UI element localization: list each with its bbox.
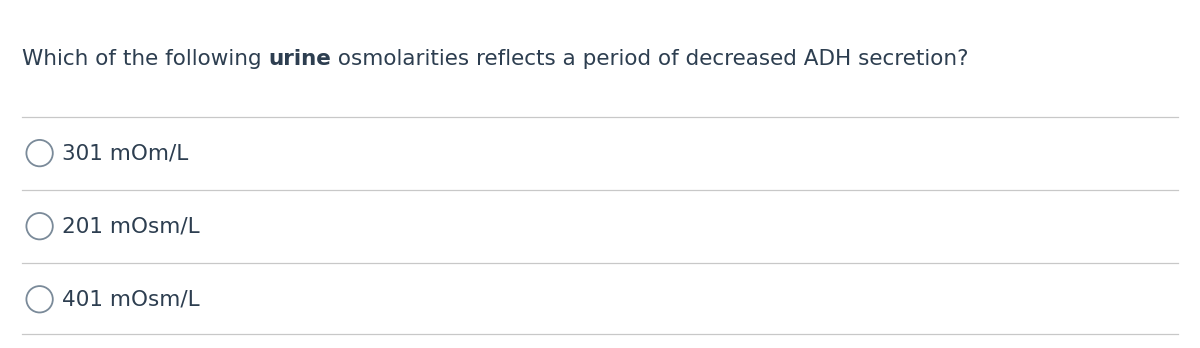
Text: urine: urine [268, 49, 331, 69]
Text: 401 mOsm/L: 401 mOsm/L [62, 289, 200, 309]
Text: 201 mOsm/L: 201 mOsm/L [62, 216, 200, 236]
Text: 301 mOm/L: 301 mOm/L [62, 143, 188, 163]
Text: Which of the following: Which of the following [22, 49, 268, 69]
Text: osmolarities reflects a period of decreased ADH secretion?: osmolarities reflects a period of decrea… [331, 49, 968, 69]
